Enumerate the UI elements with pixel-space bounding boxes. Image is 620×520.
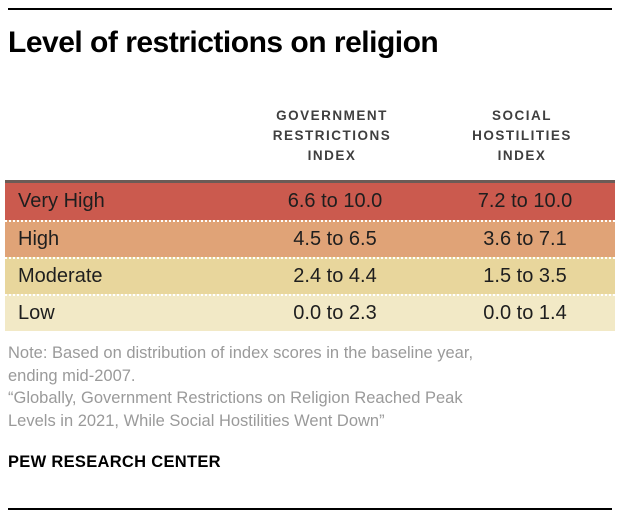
report-title-line: Levels in 2021, While Social Hostilities… xyxy=(8,411,385,430)
report-title-line: “Globally, Government Restrictions on Re… xyxy=(8,389,463,407)
gri-value: 6.6 to 10.0 xyxy=(287,190,383,212)
gri-value: 0.0 to 2.3 xyxy=(293,302,377,324)
note-line: Note: Based on distribution of index sco… xyxy=(8,344,474,362)
table-row-high: High 4.5 to 6.5 3.6 to 7.1 xyxy=(5,220,615,257)
shi-value: 7.2 to 10.0 xyxy=(477,190,573,212)
row-label: Very High xyxy=(18,190,105,212)
row-label: High xyxy=(18,228,60,250)
table-row-very-high: Very High 6.6 to 10.0 7.2 to 10.0 xyxy=(5,183,615,220)
shi-value: 1.5 to 3.5 xyxy=(483,265,567,287)
bottom-rule xyxy=(8,508,612,510)
column-header-government-restrictions-index: GOVERNMENT RESTRICTIONS INDEX xyxy=(272,108,392,163)
row-label: Moderate xyxy=(18,265,103,287)
table-row-moderate: Moderate 2.4 to 4.4 1.5 to 3.5 xyxy=(5,257,615,294)
note-line: ending mid-2007. xyxy=(8,366,136,385)
shi-value: 0.0 to 1.4 xyxy=(483,302,567,324)
page-title: Level of restrictions on religion xyxy=(8,26,439,59)
gri-value: 4.5 to 6.5 xyxy=(293,228,377,250)
footnote: Note: Based on distribution of index sco… xyxy=(8,342,612,432)
shi-value: 3.6 to 7.1 xyxy=(483,228,567,250)
column-header-social-hostilities-index: SOCIAL HOSTILITIES INDEX xyxy=(472,108,572,163)
gri-value: 2.4 to 4.4 xyxy=(293,265,377,287)
source-label: PEW RESEARCH CENTER xyxy=(8,453,221,471)
row-label: Low xyxy=(18,302,55,324)
column-headers: GOVERNMENT RESTRICTIONS INDEX SOCIAL HOS… xyxy=(8,106,612,166)
top-rule xyxy=(8,8,612,10)
restrictions-table: Very High 6.6 to 10.0 7.2 to 10.0 High 4… xyxy=(5,180,615,331)
table-row-low: Low 0.0 to 2.3 0.0 to 1.4 xyxy=(5,294,615,331)
